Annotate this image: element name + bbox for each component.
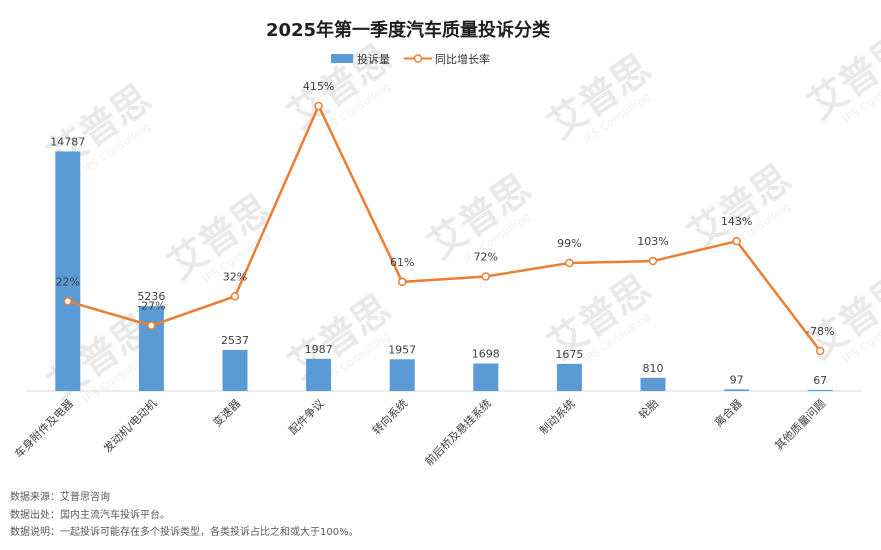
chart-title: 2025年第一季度汽车质量投诉分类 bbox=[266, 19, 551, 41]
bar-series bbox=[55, 151, 833, 391]
category-label: 轮胎 bbox=[636, 396, 661, 421]
bar-value-label: 1957 bbox=[388, 343, 416, 356]
bar bbox=[640, 377, 666, 391]
line-point bbox=[648, 256, 658, 266]
bar bbox=[724, 389, 750, 391]
bar bbox=[389, 359, 415, 391]
legend-swatch-bar bbox=[331, 54, 353, 63]
bar-value-label: 67 bbox=[813, 374, 827, 387]
watermark-brand-text: 艾普思 bbox=[800, 26, 881, 127]
category-label: 变速器 bbox=[210, 396, 243, 429]
bar bbox=[222, 349, 248, 391]
footnote-origin: 数据出处：国内主流汽车投诉平台。 bbox=[10, 509, 170, 521]
line-point bbox=[481, 272, 491, 281]
line-point bbox=[314, 101, 323, 111]
bar bbox=[55, 151, 81, 391]
watermark-brand-text: 艾普思 bbox=[800, 266, 881, 367]
category-label: 前后桥及悬挂系统 bbox=[422, 396, 494, 468]
category-label: 发动机/电动机 bbox=[100, 396, 159, 455]
line-value-label: 143% bbox=[721, 215, 752, 228]
category-labels: 车身附件及电器 发动机/电动机 变速器 配件争议 转向系统 前后桥及悬挂系统 制动系统 轮胎 离… bbox=[12, 396, 829, 468]
bar-value-label: 14787 bbox=[50, 135, 85, 148]
line-point bbox=[397, 277, 407, 287]
legend-label-line: 同比增长率 bbox=[435, 52, 490, 66]
line-value-label: 99% bbox=[557, 237, 581, 250]
bar bbox=[807, 389, 833, 391]
bar-value-label: 97 bbox=[730, 373, 744, 386]
legend-swatch-marker bbox=[413, 54, 423, 63]
line-value-label: 61% bbox=[390, 256, 414, 269]
line-value-label: 32% bbox=[223, 270, 247, 283]
bar bbox=[556, 363, 582, 391]
legend-label-bar: 投诉量 bbox=[357, 52, 390, 66]
growth-line bbox=[67, 104, 822, 352]
bar-value-label: 5236 bbox=[137, 290, 165, 303]
category-label: 其他质量问题 bbox=[772, 397, 828, 453]
line-point bbox=[63, 297, 73, 306]
line-value-label: -27% bbox=[137, 300, 165, 313]
line-value-label: 103% bbox=[637, 235, 668, 248]
bar bbox=[138, 306, 164, 391]
line-point bbox=[732, 236, 741, 246]
bar-labels: 14787 5236 2537 1987 1957 1698 1675 810 97 67 bbox=[50, 135, 827, 386]
category-label: 制动系统 bbox=[537, 397, 577, 437]
category-label: 配件争议 bbox=[286, 396, 327, 437]
line-value-label: 72% bbox=[474, 250, 498, 263]
category-label: 转向系统 bbox=[369, 396, 410, 437]
bar bbox=[306, 358, 332, 391]
bar-value-label: 2537 bbox=[221, 334, 249, 347]
bar-value-label: 1675 bbox=[555, 348, 583, 361]
line-point bbox=[565, 258, 574, 268]
category-label: 离合器 bbox=[711, 396, 744, 429]
bar bbox=[473, 363, 499, 391]
bar-value-label: 1987 bbox=[305, 343, 333, 356]
category-label: 车身附件及电器 bbox=[12, 396, 76, 460]
line-value-label: -78% bbox=[806, 325, 834, 338]
line-point bbox=[147, 321, 156, 330]
bar-value-label: 810 bbox=[643, 362, 664, 375]
line-labels: 22% -27% 32% 415% 61% 72% 99% 103% 143% -78% bbox=[56, 80, 835, 338]
line-point bbox=[230, 292, 240, 301]
footnote-note: 数据说明：一起投诉可能存在多个投诉类型，各类投诉占比之和或大于100%。 bbox=[10, 527, 359, 538]
footnotes: 数据来源：艾普思咨询 数据出处：国内主流汽车投诉平台。 数据说明：一起投诉可能存… bbox=[10, 489, 359, 542]
legend: 投诉量 同比增长率 bbox=[331, 52, 490, 66]
line-value-label: 415% bbox=[303, 80, 334, 93]
line-series bbox=[63, 101, 825, 356]
bar-value-label: 1698 bbox=[472, 347, 500, 360]
footnote-source: 数据来源：艾普思咨询 bbox=[10, 492, 110, 503]
line-point bbox=[815, 346, 825, 356]
line-value-label: 22% bbox=[56, 275, 80, 288]
